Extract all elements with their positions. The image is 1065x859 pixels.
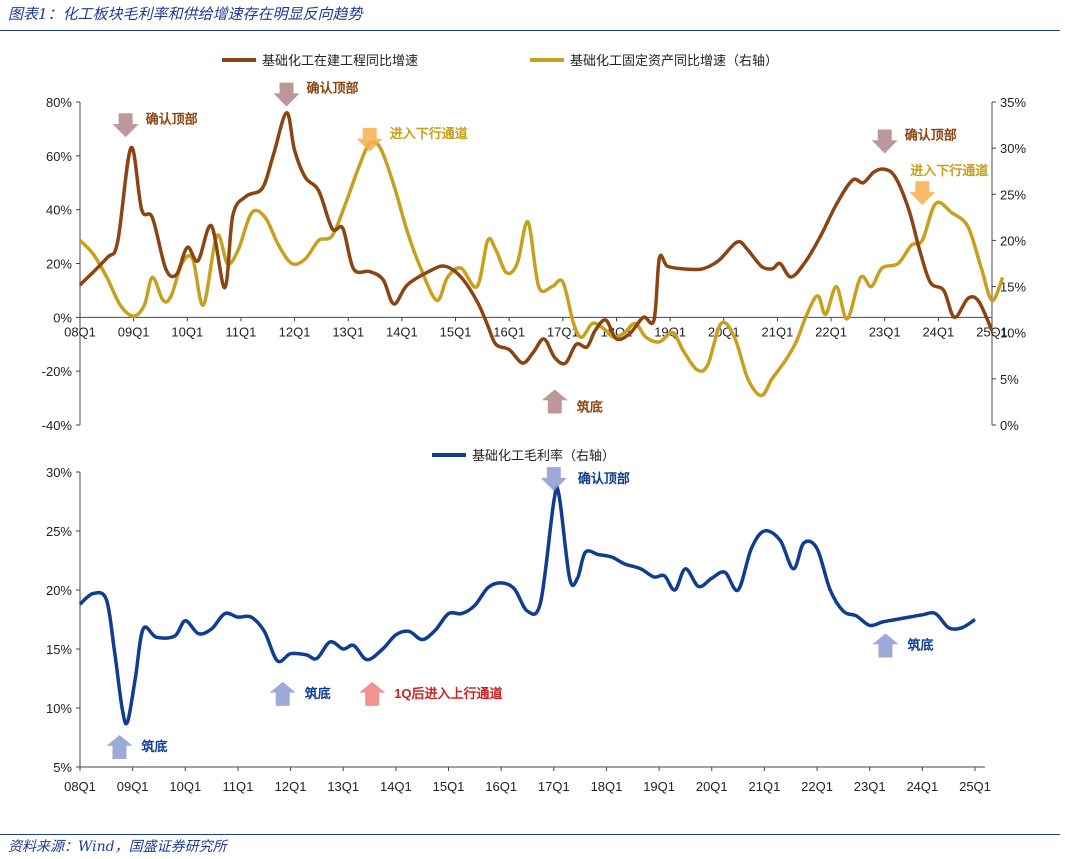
- annotation-label: 确认顶部: [905, 127, 957, 142]
- x-tick-label: 23Q1: [854, 779, 886, 794]
- x-tick-label: 12Q1: [275, 779, 307, 794]
- x-tick-label: 09Q1: [118, 324, 150, 339]
- annotation-label: 确认顶部: [146, 111, 198, 126]
- annotation-arrow: [359, 681, 386, 706]
- x-tick-label: 15Q1: [433, 779, 465, 794]
- x-tick-label: 24Q1: [906, 779, 938, 794]
- x-tick-label: 09Q1: [117, 779, 149, 794]
- x-tick-label: 22Q1: [815, 324, 847, 339]
- right-tick-label: 25%: [1000, 187, 1026, 202]
- annotation-arrow: [871, 129, 898, 154]
- x-tick-label: 13Q1: [332, 324, 364, 339]
- right-tick-label: 35%: [1000, 95, 1026, 110]
- x-tick-label: 19Q1: [643, 779, 675, 794]
- left-tick-label: -20%: [42, 364, 73, 379]
- annotation-label: 筑底: [141, 739, 167, 754]
- x-tick-label: 16Q1: [485, 779, 517, 794]
- x-tick-label: 08Q1: [64, 324, 96, 339]
- annotation-arrow: [269, 681, 296, 706]
- x-tick-label: 21Q1: [749, 779, 781, 794]
- right-tick-label: 5%: [1000, 372, 1019, 387]
- annotation-label: 进入下行通道: [910, 163, 988, 178]
- x-tick-label: 13Q1: [327, 779, 359, 794]
- annotation-label: 1Q后进入上行通道: [394, 686, 502, 701]
- x-tick-label: 11Q1: [226, 324, 257, 339]
- x-tick-label: 14Q1: [380, 779, 412, 794]
- x-tick-label: 16Q1: [493, 324, 525, 339]
- x-tick-label: 10Q1: [169, 779, 201, 794]
- annotation-arrow: [909, 181, 936, 206]
- x-tick-label: 17Q1: [547, 324, 579, 339]
- series-line-construction: [78, 111, 994, 366]
- left-tick-label: 20%: [46, 583, 72, 598]
- right-tick-label: 0%: [1000, 418, 1019, 433]
- left-tick-label: 5%: [53, 760, 72, 775]
- x-tick-label: 25Q1: [959, 779, 991, 794]
- left-tick-label: 60%: [46, 149, 72, 164]
- legend-label-margin: 基础化工毛利率（右轴）: [472, 448, 615, 463]
- left-tick-label: -40%: [42, 418, 73, 433]
- right-tick-label: 20%: [1000, 233, 1026, 248]
- annotation-arrow: [872, 633, 899, 658]
- annotation-arrow: [540, 467, 567, 492]
- legend-label-construction: 基础化工在建工程同比增速: [262, 53, 418, 68]
- right-tick-label: 30%: [1000, 141, 1026, 156]
- left-tick-label: 15%: [46, 642, 72, 657]
- annotation-label: 筑底: [908, 637, 934, 652]
- annotation-arrow: [541, 389, 568, 414]
- left-tick-label: 0%: [53, 310, 72, 325]
- annotation-arrow: [273, 82, 300, 107]
- top-chart: 80% 60% 40% 20% 0% -20% -40% 35% 30% 25% 20% 15% 10%…: [42, 53, 1027, 433]
- x-tick-label: 11Q1: [223, 779, 254, 794]
- figure-title: 图表1：化工板块毛利率和供给增速存在明显反向趋势: [8, 5, 363, 23]
- x-tick-label: 20Q1: [696, 779, 728, 794]
- annotation-arrow: [112, 113, 139, 138]
- title-rule: [0, 30, 1060, 31]
- x-tick-label: 23Q1: [869, 324, 901, 339]
- series-line-margin: [78, 485, 976, 726]
- x-tick-label: 10Q1: [171, 324, 203, 339]
- left-tick-label: 30%: [46, 465, 72, 480]
- annotation-arrow: [106, 734, 133, 759]
- x-tick-label: 08Q1: [64, 779, 96, 794]
- x-tick-label: 22Q1: [801, 779, 833, 794]
- left-tick-label: 80%: [46, 95, 72, 110]
- source-note: 资料来源：Wind，国盛证券研究所: [8, 839, 227, 855]
- annotation-label: 确认顶部: [307, 81, 359, 96]
- annotation-label: 筑底: [577, 399, 603, 414]
- right-tick-label: 10%: [1000, 326, 1026, 341]
- x-tick-label: 15Q1: [440, 324, 472, 339]
- annotation-arrow: [356, 127, 383, 152]
- legend-label-fixed-asset: 基础化工固定资产同比增速（右轴）: [570, 53, 778, 68]
- x-tick-label: 12Q1: [279, 324, 311, 339]
- left-tick-label: 25%: [46, 524, 72, 539]
- annotation-label: 确认顶部: [578, 471, 630, 486]
- x-tick-label: 25Q1: [976, 324, 1008, 339]
- source-rule: [0, 834, 1060, 835]
- series-line-fixed-asset: [78, 140, 1005, 398]
- x-tick-label: 14Q1: [386, 324, 418, 339]
- annotation-label: 筑底: [305, 686, 331, 701]
- x-tick-label: 18Q1: [591, 779, 623, 794]
- left-tick-label: 40%: [46, 203, 72, 218]
- x-tick-label: 21Q1: [762, 324, 794, 339]
- annotation-label: 进入下行通道: [390, 126, 468, 141]
- x-tick-label: 24Q1: [922, 324, 954, 339]
- bottom-chart: 30% 25% 20% 15% 10% 5% 08Q1 09Q1 10Q1 11Q1 12Q1 13Q…: [46, 448, 991, 794]
- right-tick-label: 15%: [1000, 280, 1026, 295]
- x-tick-label: 17Q1: [538, 779, 570, 794]
- left-tick-label: 10%: [46, 701, 72, 716]
- left-tick-label: 20%: [46, 257, 72, 272]
